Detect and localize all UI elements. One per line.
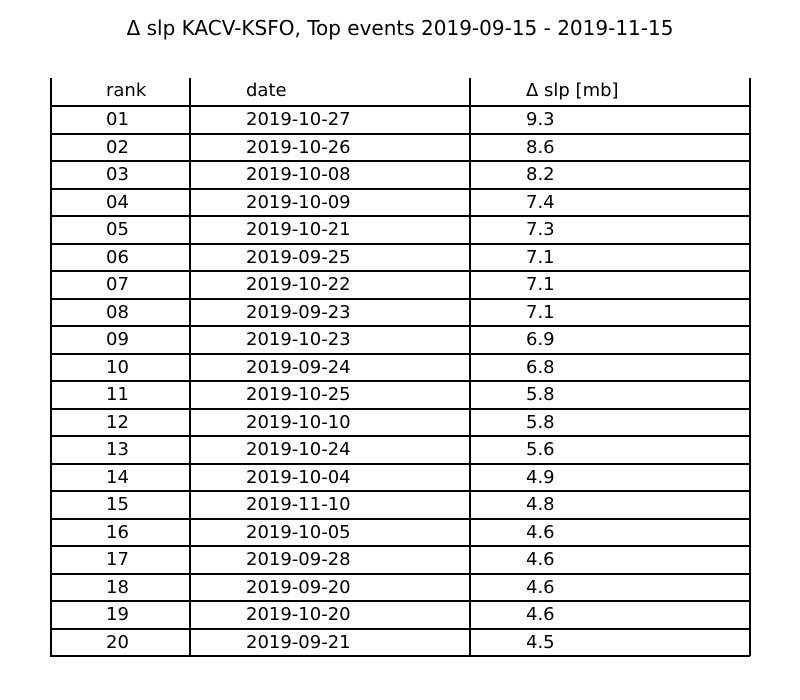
column-header: Δ slp [mb] <box>526 80 619 101</box>
table-horizontal-rule <box>50 380 750 382</box>
rank-cell: 05 <box>106 219 129 240</box>
date-cell: 2019-10-22 <box>246 274 351 295</box>
rank-cell: 09 <box>106 329 129 350</box>
date-cell: 2019-09-20 <box>246 576 351 598</box>
date-cell: 2019-10-04 <box>246 466 351 488</box>
rank-cell: 18 <box>106 576 129 598</box>
date-cell: 2019-09-23 <box>246 301 351 323</box>
date-cell: 2019-10-21 <box>246 219 351 240</box>
table-horizontal-rule <box>50 407 750 410</box>
table-horizontal-rule <box>50 160 750 162</box>
delta-slp-cell: 8.6 <box>526 136 555 158</box>
rank-cell: 08 <box>106 301 129 323</box>
date-cell: 2019-10-09 <box>246 191 351 213</box>
table-horizontal-rule <box>50 105 750 107</box>
rank-cell: 17 <box>106 549 129 570</box>
rank-cell: 20 <box>106 631 129 653</box>
column-header: date <box>246 80 287 101</box>
rank-cell: 10 <box>106 356 129 378</box>
date-cell: 2019-09-28 <box>246 549 351 570</box>
table-horizontal-rule <box>50 187 750 190</box>
table-horizontal-rule <box>50 242 750 245</box>
table-vertical-rule <box>50 78 52 656</box>
delta-slp-cell: 4.5 <box>526 631 555 653</box>
date-cell: 2019-10-08 <box>246 164 351 185</box>
delta-slp-cell: 5.8 <box>526 384 555 405</box>
rank-cell: 01 <box>106 109 129 130</box>
rank-cell: 13 <box>106 439 129 460</box>
delta-slp-cell: 4.6 <box>526 576 555 598</box>
events-table: rank date Δ slp [mb] 01 2019-10-27 9.3 02 2019-… <box>50 78 751 657</box>
date-cell: 2019-10-20 <box>246 604 351 625</box>
rank-cell: 11 <box>106 384 129 405</box>
table-horizontal-rule <box>50 325 750 327</box>
delta-slp-cell: 6.9 <box>526 329 555 350</box>
rank-cell: 14 <box>106 466 129 488</box>
table-horizontal-rule <box>50 435 750 437</box>
delta-slp-cell: 5.8 <box>526 411 555 433</box>
date-cell: 2019-10-27 <box>246 109 351 130</box>
delta-slp-cell: 7.1 <box>526 274 555 295</box>
date-cell: 2019-10-23 <box>246 329 351 350</box>
delta-slp-cell: 7.4 <box>526 191 555 213</box>
date-cell: 2019-10-26 <box>246 136 351 158</box>
date-cell: 2019-10-05 <box>246 521 351 543</box>
delta-slp-cell: 9.3 <box>526 109 555 130</box>
delta-slp-cell: 7.3 <box>526 219 555 240</box>
table-vertical-rule <box>469 78 471 656</box>
delta-slp-cell: 4.8 <box>526 494 555 515</box>
delta-slp-cell: 4.6 <box>526 521 555 543</box>
delta-slp-cell: 7.1 <box>526 246 555 268</box>
table-horizontal-rule <box>50 545 750 547</box>
table-horizontal-rule <box>50 627 750 630</box>
rank-cell: 07 <box>106 274 129 295</box>
date-cell: 2019-10-25 <box>246 384 351 405</box>
table-horizontal-rule <box>50 462 750 465</box>
table-horizontal-rule <box>50 352 750 355</box>
column-header: rank <box>106 80 147 101</box>
table-horizontal-rule <box>50 572 750 575</box>
rank-cell: 15 <box>106 494 129 515</box>
delta-slp-cell: 5.6 <box>526 439 555 460</box>
table-horizontal-rule <box>50 270 750 272</box>
rank-cell: 16 <box>106 521 129 543</box>
date-cell: 2019-09-25 <box>246 246 351 268</box>
date-cell: 2019-10-24 <box>246 439 351 460</box>
delta-slp-cell: 6.8 <box>526 356 555 378</box>
delta-slp-cell: 4.9 <box>526 466 555 488</box>
table-horizontal-rule <box>50 215 750 217</box>
rank-cell: 12 <box>106 411 129 433</box>
table-horizontal-rule <box>50 297 750 300</box>
date-cell: 2019-09-21 <box>246 631 351 653</box>
table-vertical-rule <box>749 78 751 656</box>
rank-cell: 04 <box>106 191 129 213</box>
delta-slp-cell: 4.6 <box>526 549 555 570</box>
table-horizontal-rule <box>50 517 750 520</box>
date-cell: 2019-10-10 <box>246 411 351 433</box>
delta-slp-cell: 7.1 <box>526 301 555 323</box>
rank-cell: 03 <box>106 164 129 185</box>
date-cell: 2019-09-24 <box>246 356 351 378</box>
table-horizontal-rule <box>50 600 750 602</box>
rank-cell: 02 <box>106 136 129 158</box>
delta-slp-cell: 8.2 <box>526 164 555 185</box>
rank-cell: 06 <box>106 246 129 268</box>
date-cell: 2019-11-10 <box>246 494 351 515</box>
table-vertical-rule <box>189 78 191 656</box>
table-horizontal-rule <box>50 132 750 135</box>
chart-title: Δ slp KACV-KSFO, Top events 2019-09-15 -… <box>126 16 674 40</box>
delta-slp-cell: 4.6 <box>526 604 555 625</box>
table-horizontal-rule <box>50 490 750 492</box>
rank-cell: 19 <box>106 604 129 625</box>
table-horizontal-rule <box>50 655 750 657</box>
